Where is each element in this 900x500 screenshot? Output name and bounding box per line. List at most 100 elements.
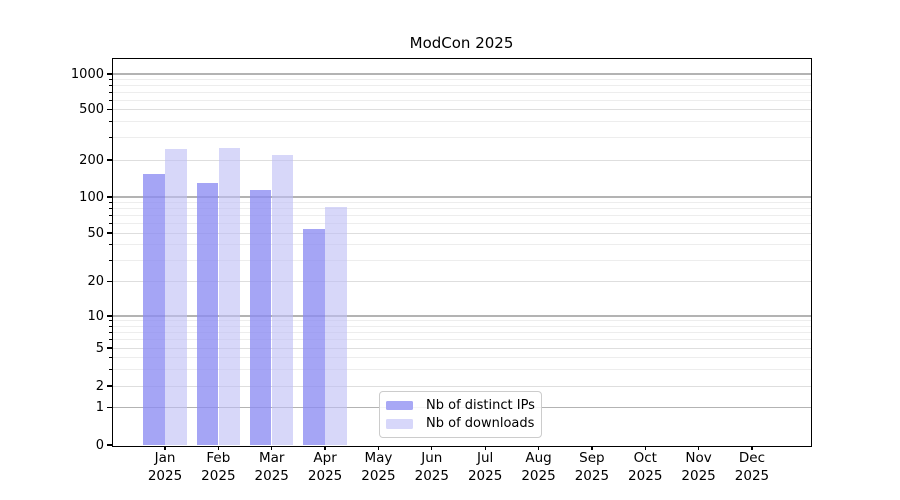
y-tick-mark <box>107 159 112 161</box>
gridline-minor <box>113 259 811 261</box>
x-tick-mark <box>164 446 166 451</box>
y-minor-tick-mark <box>109 339 112 341</box>
x-tick-mark <box>324 446 326 451</box>
y-minor-tick-mark <box>109 320 112 322</box>
gridline-minor-labeled <box>113 159 811 161</box>
x-tick-mark <box>537 446 540 451</box>
y-tick-mark <box>107 444 112 446</box>
y-minor-tick-mark <box>109 331 112 333</box>
y-tick-label: 100 <box>79 189 104 205</box>
gridline-minor <box>113 78 811 80</box>
bar-nb-of-downloads-mar-2025 <box>272 154 294 446</box>
x-tick-label-line: Oct <box>633 450 657 466</box>
y-minor-tick-mark <box>109 259 112 261</box>
gridline-major <box>113 315 811 317</box>
y-tick-mark <box>107 406 112 409</box>
gridline-minor <box>113 331 811 333</box>
bar-nb-of-downloads-jan-2025 <box>165 149 187 446</box>
y-tick-mark <box>107 73 112 75</box>
y-minor-tick-mark <box>109 215 112 217</box>
x-tick-label-dec-2025: Dec 2025 <box>720 450 784 485</box>
x-tick-mark <box>751 446 753 451</box>
gridline-major <box>113 73 811 75</box>
gridline-minor <box>113 339 811 341</box>
x-tick-label-line: 2025 <box>628 467 663 484</box>
gridline-minor <box>113 137 811 139</box>
y-tick-label: 200 <box>79 152 104 168</box>
y-tick-mark <box>107 232 112 234</box>
y-tick-mark <box>107 385 112 387</box>
x-tick-label-aug-2025: Aug 2025 <box>507 450 571 485</box>
x-tick-mark <box>431 446 433 451</box>
x-tick-mark <box>271 446 273 451</box>
x-tick-label-mar-2025: Mar 2025 <box>240 450 304 485</box>
x-tick-label-line: 2025 <box>147 467 183 484</box>
y-minor-tick-mark <box>109 201 112 203</box>
gridline-minor-labeled <box>113 347 811 349</box>
x-tick-mark <box>217 446 219 451</box>
x-tick-label-line: Aug <box>525 450 552 466</box>
gridline-minor <box>113 208 811 210</box>
x-tick-label-line: Feb <box>206 450 231 466</box>
x-tick-label-sep-2025: Sep 2025 <box>560 450 624 485</box>
gridline-minor <box>113 91 811 93</box>
x-tick-label-line: 2025 <box>521 467 556 484</box>
y-tick-mark <box>107 347 112 349</box>
x-tick-mark <box>591 446 593 451</box>
bar-nb-of-downloads-apr-2025 <box>325 207 347 446</box>
x-tick-label-line: 2025 <box>681 467 716 484</box>
y-tick-label: 50 <box>87 225 104 241</box>
y-tick-mark <box>107 280 112 283</box>
gridline-minor <box>113 223 811 225</box>
x-tick-label-line: 2025 <box>467 467 503 484</box>
legend-swatch-downloads <box>386 419 413 429</box>
x-tick-label-jul-2025: Jul 2025 <box>453 450 517 485</box>
y-minor-tick-mark <box>109 84 112 86</box>
bar-nb-of-distinct-ips-feb-2025 <box>196 182 219 446</box>
y-minor-tick-mark <box>109 208 112 210</box>
y-minor-tick-mark <box>109 121 112 123</box>
gridline-minor <box>113 244 811 246</box>
y-minor-tick-mark <box>109 325 112 327</box>
x-tick-label-line: Apr <box>313 450 337 466</box>
x-tick-label-line: 2025 <box>201 467 236 484</box>
x-tick-label-jan-2025: Jan 2025 <box>133 450 197 485</box>
y-tick-label: 10 <box>87 308 104 324</box>
y-minor-tick-mark <box>109 223 112 225</box>
legend-swatch-distinct-ips <box>386 400 413 410</box>
x-tick-label-line: May <box>364 450 393 466</box>
gridline-minor <box>113 84 811 86</box>
y-tick-mark <box>107 108 112 111</box>
gridline-minor-labeled <box>113 385 811 387</box>
gridline-minor <box>113 368 811 370</box>
gridline-minor-labeled <box>113 109 811 110</box>
x-tick-label-line: Dec <box>738 450 766 466</box>
gridline-minor-labeled <box>113 281 811 282</box>
y-tick-label: 1 <box>95 400 104 415</box>
x-tick-label-feb-2025: Feb 2025 <box>186 450 250 485</box>
x-tick-label-line: 2025 <box>414 467 449 484</box>
gridline-minor <box>113 320 811 322</box>
y-tick-label: 1000 <box>70 66 104 82</box>
legend-item-distinct-ips: Nb of distinct IPs <box>386 396 535 415</box>
x-tick-label-oct-2025: Oct 2025 <box>613 450 677 485</box>
x-tick-mark <box>377 446 380 451</box>
y-tick-label: 2 <box>95 378 104 394</box>
gridline-minor <box>113 215 811 217</box>
gridline-minor-labeled <box>113 232 811 234</box>
bar-nb-of-distinct-ips-mar-2025 <box>250 189 272 446</box>
x-tick-label-line: 2025 <box>254 467 289 484</box>
legend: Nb of distinct IPs Nb of downloads <box>379 391 542 438</box>
x-tick-label-line: 2025 <box>574 467 610 484</box>
y-tick-label: 5 <box>95 340 104 356</box>
x-tick-mark <box>644 446 646 451</box>
y-minor-tick-mark <box>109 99 112 101</box>
x-tick-label-jun-2025: Jun 2025 <box>400 450 464 485</box>
x-tick-label-line: 2025 <box>361 467 396 484</box>
x-tick-label-line: Jul <box>477 450 494 466</box>
y-tick-mark <box>107 196 112 198</box>
y-minor-tick-mark <box>109 78 112 80</box>
x-tick-label-line: 2025 <box>307 467 343 484</box>
bar-nb-of-downloads-feb-2025 <box>218 148 241 446</box>
